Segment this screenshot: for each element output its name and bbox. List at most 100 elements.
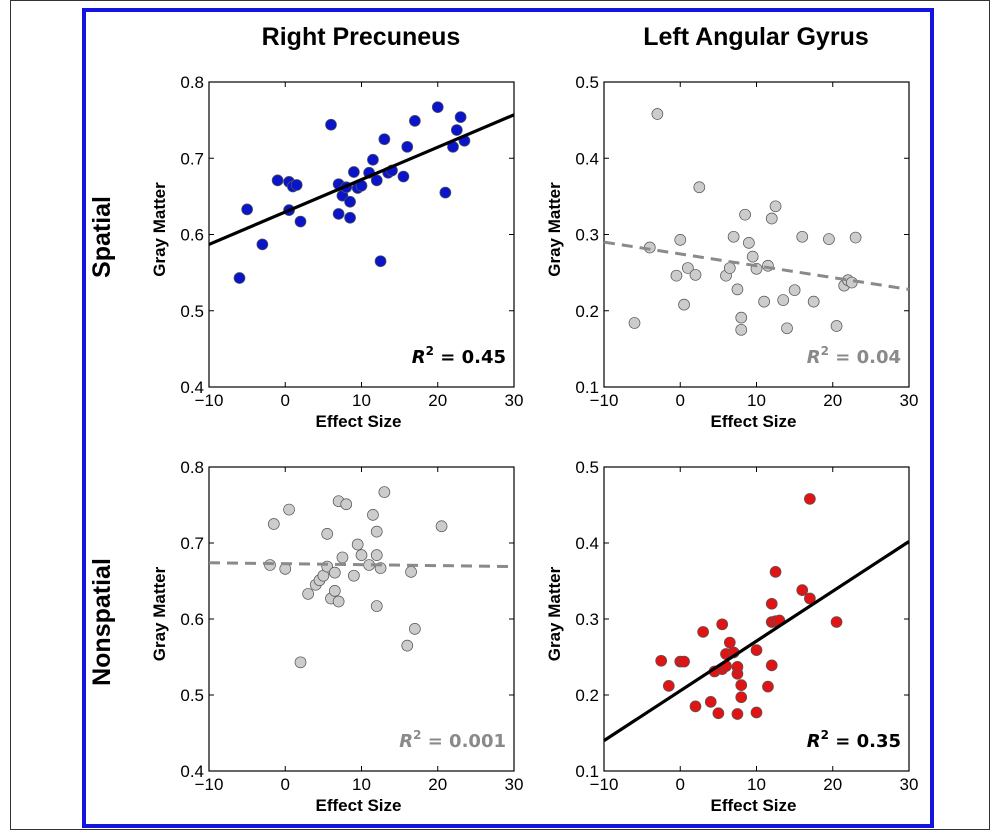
data-point — [735, 323, 748, 336]
data-point — [689, 700, 702, 713]
data-point — [697, 626, 709, 638]
data-point — [340, 498, 353, 511]
data-point — [290, 179, 303, 191]
y-tick-label: 0.1 — [575, 762, 599, 781]
y-tick-label: 0.2 — [575, 302, 599, 321]
data-point — [328, 585, 341, 597]
data-point — [454, 111, 467, 123]
data-point — [704, 695, 717, 708]
r-squared-annotation: R2 = 0.001 — [399, 728, 506, 752]
data-point — [628, 317, 641, 329]
regression-line — [208, 113, 515, 246]
data-point — [374, 255, 387, 268]
y-tick-label: 0.7 — [180, 149, 204, 168]
data-point — [370, 174, 383, 187]
y-tick-label: 0.5 — [180, 302, 204, 321]
x-axis-label: Effect Size — [711, 796, 797, 815]
panel-spatial-right-precuneus: −10 0 10 20 30 0.4 0.5 0.6 0.7 0.8 Effect Size Gray… — [150, 73, 523, 431]
x-axis-label: Effect Size — [316, 412, 402, 431]
y-tick-label: 0.4 — [180, 762, 204, 781]
column-title-left-angular-gyrus: Left Angular Gyrus — [643, 23, 869, 51]
data-point — [735, 679, 748, 691]
column-title-right-precuneus: Right Precuneus — [262, 23, 461, 51]
panel-nonspatial-right-precuneus: −10 0 10 20 30 0.4 0.5 0.6 0.7 0.8 Effect Size Gray… — [150, 458, 523, 815]
data-point — [241, 203, 253, 216]
data-point — [674, 233, 687, 246]
x-tick-label: 30 — [505, 775, 524, 794]
x-tick-label: −10 — [195, 391, 224, 410]
data-point — [401, 140, 414, 153]
y-tick-label: 0.4 — [180, 378, 204, 397]
data-point — [336, 551, 349, 564]
data-point — [409, 115, 421, 127]
x-axis-label: Effect Size — [316, 796, 402, 815]
plot-area-frame — [208, 466, 515, 772]
x-tick-label: 0 — [676, 391, 685, 410]
data-point — [807, 295, 820, 308]
data-point — [435, 520, 448, 533]
r-squared-annotation: R2 = 0.35 — [807, 728, 901, 752]
data-point — [781, 322, 793, 335]
data-point — [769, 200, 782, 213]
data-point — [712, 707, 725, 720]
x-tick-label: −10 — [590, 775, 619, 794]
data-point — [830, 320, 843, 332]
y-axis-label: Gray Matter — [150, 182, 169, 277]
data-point — [723, 262, 736, 274]
x-tick-label: 10 — [747, 391, 766, 410]
x-tick-label: 0 — [281, 391, 290, 410]
data-point — [735, 691, 748, 704]
y-tick-label: 0.2 — [575, 686, 599, 705]
data-point — [344, 195, 356, 208]
data-point — [765, 212, 778, 225]
data-point — [302, 588, 314, 600]
data-point — [348, 569, 360, 582]
data-point — [830, 616, 843, 628]
y-tick-label: 0.7 — [180, 534, 204, 553]
data-point — [351, 538, 364, 551]
y-tick-label: 0.3 — [575, 226, 599, 245]
y-tick-label: 0.5 — [180, 686, 204, 705]
data-point — [735, 311, 748, 324]
data-point — [678, 655, 690, 668]
y-tick-label: 0.5 — [575, 458, 599, 477]
x-tick-label: 20 — [823, 775, 842, 794]
data-point — [348, 166, 360, 178]
y-tick-label: 0.4 — [575, 149, 599, 168]
row-title-nonspatial: Nonspatial — [88, 558, 116, 686]
x-tick-label: 20 — [428, 775, 447, 794]
data-point — [378, 486, 391, 498]
row-title-spatial: Spatial — [88, 196, 116, 278]
data-point — [723, 636, 736, 649]
data-point — [731, 283, 744, 296]
data-point — [731, 708, 744, 720]
x-tick-label: 10 — [352, 775, 371, 794]
data-point — [378, 133, 391, 146]
panel-spatial-left-angular-gyrus: −10 0 10 20 30 0.1 0.2 0.3 0.4 0.5 Effect Size Gray… — [545, 73, 918, 431]
data-point — [294, 656, 307, 669]
data-point — [727, 230, 740, 243]
outer-frame — [10, 0, 990, 830]
r-squared-annotation: R2 = 0.04 — [807, 344, 901, 368]
plot-area-frame — [603, 466, 910, 772]
data-point — [777, 294, 790, 306]
data-point — [431, 101, 444, 114]
y-axis-label: Gray Matter — [545, 566, 564, 661]
x-tick-label: 30 — [900, 391, 919, 410]
y-tick-label: 0.8 — [180, 73, 204, 92]
y-axis-label: Gray Matter — [150, 566, 169, 661]
y-tick-label: 0.6 — [180, 226, 204, 245]
data-point — [788, 284, 801, 297]
data-point — [804, 592, 816, 605]
y-tick-label: 0.8 — [180, 458, 204, 477]
data-point — [750, 644, 763, 657]
data-point — [325, 118, 337, 131]
data-point — [370, 600, 383, 612]
x-tick-label: 30 — [900, 775, 919, 794]
x-tick-label: −10 — [590, 391, 619, 410]
data-point — [678, 298, 690, 311]
r-squared-annotation: R2 = 0.45 — [412, 344, 506, 368]
data-point — [651, 108, 664, 120]
data-point — [849, 231, 862, 244]
